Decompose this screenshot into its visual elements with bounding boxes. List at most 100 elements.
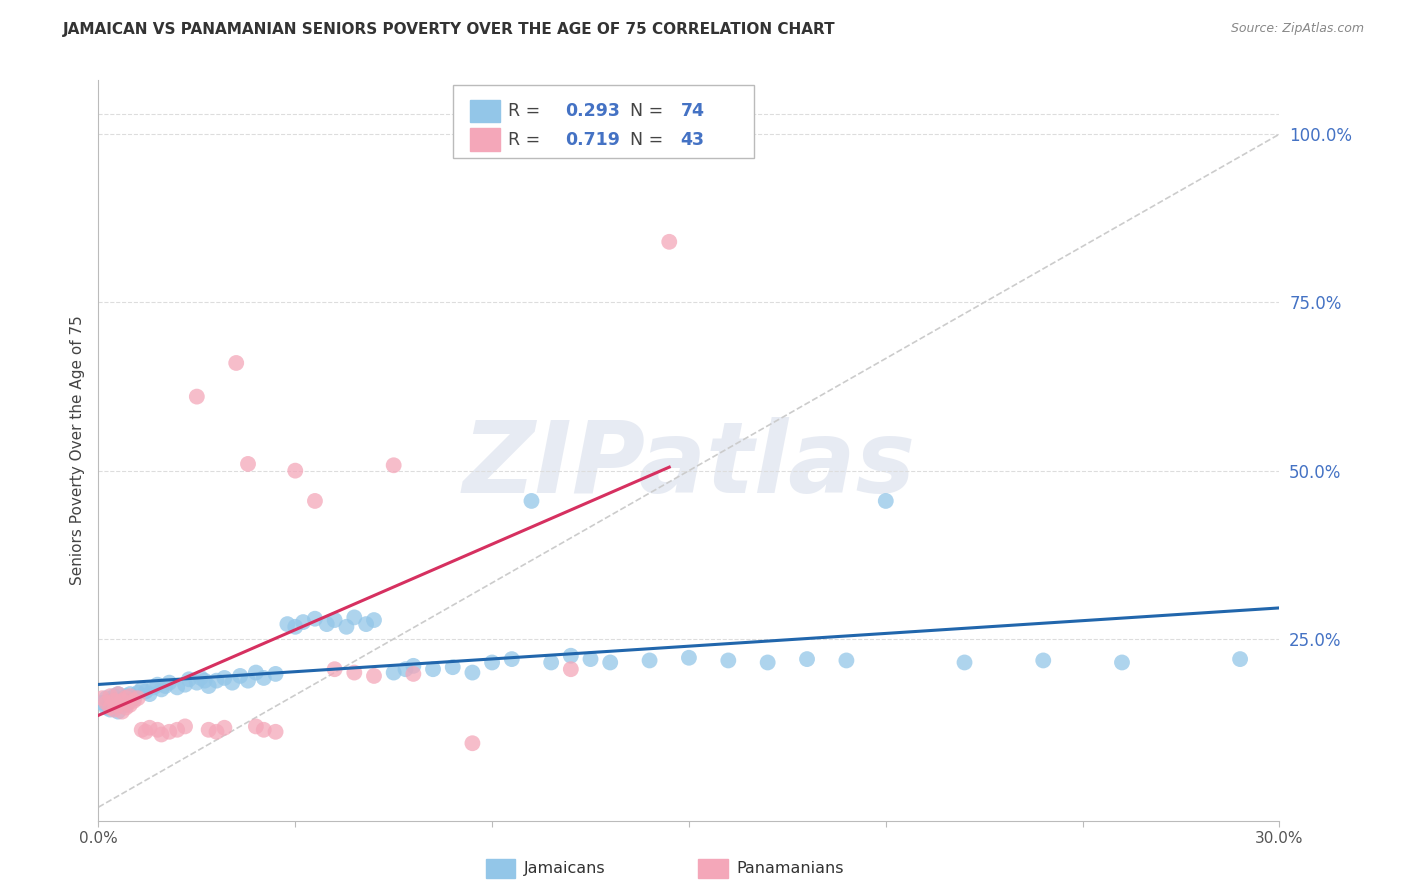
Point bbox=[229, 669, 252, 683]
FancyBboxPatch shape bbox=[453, 86, 754, 158]
Point bbox=[756, 656, 779, 670]
Point bbox=[214, 721, 236, 735]
Point bbox=[96, 700, 118, 714]
Point bbox=[155, 679, 177, 693]
Point bbox=[205, 724, 228, 739]
Point bbox=[264, 724, 287, 739]
Point bbox=[111, 705, 134, 719]
Point bbox=[103, 703, 125, 717]
Point bbox=[236, 457, 259, 471]
Bar bbox=[471, 100, 501, 122]
Text: R =: R = bbox=[508, 103, 546, 120]
Point bbox=[115, 698, 138, 712]
Point bbox=[166, 723, 188, 737]
Point bbox=[221, 675, 243, 690]
Point bbox=[236, 673, 259, 688]
Point bbox=[118, 694, 141, 708]
Point bbox=[135, 684, 157, 698]
Text: Jamaicans: Jamaicans bbox=[523, 862, 605, 876]
Point bbox=[177, 673, 200, 687]
Point bbox=[835, 653, 858, 667]
Bar bbox=[699, 859, 728, 879]
Point bbox=[197, 679, 219, 693]
Point bbox=[122, 691, 145, 706]
Point bbox=[343, 610, 366, 624]
Point bbox=[264, 667, 287, 681]
Point bbox=[953, 656, 976, 670]
Point bbox=[166, 681, 188, 695]
Point bbox=[115, 700, 138, 714]
Point bbox=[678, 650, 700, 665]
Text: JAMAICAN VS PANAMANIAN SENIORS POVERTY OVER THE AGE OF 75 CORRELATION CHART: JAMAICAN VS PANAMANIAN SENIORS POVERTY O… bbox=[63, 22, 837, 37]
Point bbox=[560, 648, 582, 663]
Point bbox=[118, 689, 141, 703]
Point bbox=[135, 724, 157, 739]
Point bbox=[111, 692, 134, 706]
Point bbox=[107, 705, 129, 719]
Point bbox=[186, 390, 208, 404]
Point bbox=[343, 665, 366, 680]
Point bbox=[197, 723, 219, 737]
Point bbox=[315, 617, 337, 632]
Text: 0.293: 0.293 bbox=[565, 103, 620, 120]
Point bbox=[394, 662, 416, 676]
Point bbox=[245, 719, 267, 733]
Point bbox=[150, 682, 173, 697]
Point bbox=[174, 678, 197, 692]
Point bbox=[205, 673, 228, 688]
Point bbox=[157, 724, 180, 739]
Point bbox=[796, 652, 818, 666]
Point bbox=[118, 687, 141, 701]
Point bbox=[638, 653, 661, 667]
Point bbox=[245, 665, 267, 680]
Point bbox=[98, 689, 121, 703]
Point bbox=[122, 694, 145, 708]
Text: R =: R = bbox=[508, 130, 546, 148]
Point bbox=[304, 494, 326, 508]
Point bbox=[190, 671, 212, 685]
Y-axis label: Seniors Poverty Over the Age of 75: Seniors Poverty Over the Age of 75 bbox=[69, 316, 84, 585]
Text: Panamanians: Panamanians bbox=[737, 862, 844, 876]
Point bbox=[115, 689, 138, 703]
Point bbox=[382, 665, 405, 680]
Point bbox=[91, 691, 114, 706]
Point bbox=[520, 494, 543, 508]
Point bbox=[96, 691, 118, 706]
Point bbox=[323, 613, 346, 627]
Point bbox=[111, 696, 134, 710]
Point bbox=[98, 694, 121, 708]
Point bbox=[127, 691, 149, 706]
Point bbox=[146, 678, 169, 692]
Point bbox=[98, 700, 121, 714]
Point bbox=[138, 687, 160, 701]
Point bbox=[103, 689, 125, 703]
Point bbox=[131, 723, 153, 737]
Point bbox=[107, 687, 129, 701]
Point bbox=[253, 723, 276, 737]
Point bbox=[717, 653, 740, 667]
Text: 0.719: 0.719 bbox=[565, 130, 620, 148]
Point bbox=[1032, 653, 1054, 667]
Point bbox=[501, 652, 523, 666]
Text: N =: N = bbox=[630, 130, 669, 148]
Point bbox=[107, 698, 129, 712]
Point bbox=[1111, 656, 1133, 670]
Point bbox=[118, 698, 141, 712]
Bar bbox=[471, 128, 501, 151]
Point bbox=[402, 667, 425, 681]
Point bbox=[441, 660, 464, 674]
Point bbox=[382, 458, 405, 473]
Point bbox=[304, 612, 326, 626]
Point bbox=[157, 675, 180, 690]
Point bbox=[292, 615, 315, 629]
Point bbox=[98, 703, 121, 717]
Point bbox=[225, 356, 247, 370]
Point bbox=[658, 235, 681, 249]
Point bbox=[91, 696, 114, 710]
Point bbox=[186, 675, 208, 690]
Text: Source: ZipAtlas.com: Source: ZipAtlas.com bbox=[1230, 22, 1364, 36]
Point bbox=[142, 681, 165, 695]
Point bbox=[111, 694, 134, 708]
Point bbox=[540, 656, 562, 670]
Point bbox=[214, 671, 236, 685]
